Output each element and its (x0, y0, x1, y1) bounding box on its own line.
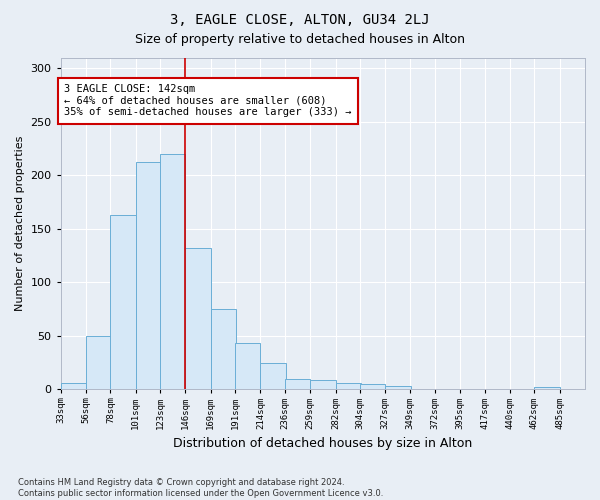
Bar (136, 162, 161, 390)
Bar (534, 388, 560, 390)
Y-axis label: Number of detached properties: Number of detached properties (15, 136, 25, 311)
Bar (61, 383, 86, 390)
Bar (235, 344, 260, 390)
Bar (335, 383, 361, 390)
Text: 3 EAGLE CLOSE: 142sqm
← 64% of detached houses are smaller (608)
35% of semi-det: 3 EAGLE CLOSE: 142sqm ← 64% of detached … (64, 84, 352, 117)
Bar (285, 379, 310, 390)
Bar (310, 380, 335, 390)
Bar (260, 362, 286, 390)
X-axis label: Distribution of detached houses by size in Alton: Distribution of detached houses by size … (173, 437, 472, 450)
Bar (360, 384, 385, 390)
Bar (86, 336, 112, 390)
Text: 3, EAGLE CLOSE, ALTON, GU34 2LJ: 3, EAGLE CLOSE, ALTON, GU34 2LJ (170, 12, 430, 26)
Bar (385, 386, 410, 390)
Text: Size of property relative to detached houses in Alton: Size of property relative to detached ho… (135, 32, 465, 46)
Text: Contains HM Land Registry data © Crown copyright and database right 2024.
Contai: Contains HM Land Registry data © Crown c… (18, 478, 383, 498)
Bar (211, 309, 236, 390)
Bar (160, 154, 185, 390)
Bar (185, 248, 211, 390)
Bar (110, 215, 136, 390)
